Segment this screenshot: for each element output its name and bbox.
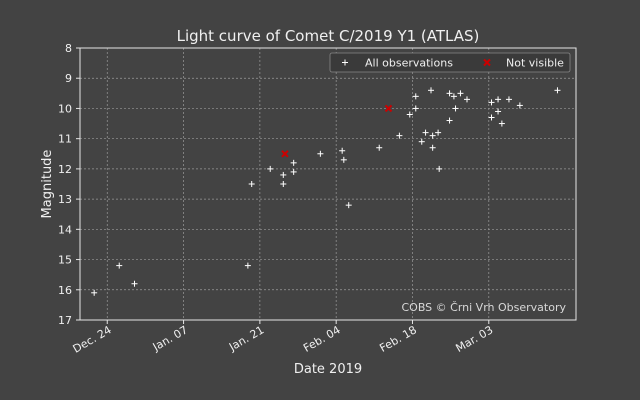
legend-label-not-visible: Not visible xyxy=(506,57,564,70)
observation-point xyxy=(450,93,457,100)
observation-point xyxy=(435,129,442,136)
data-points xyxy=(91,87,561,296)
y-tick-label: 8 xyxy=(65,42,72,55)
y-tick-label: 12 xyxy=(58,163,72,176)
observation-point xyxy=(428,87,435,94)
observation-point xyxy=(429,132,436,139)
observation-point xyxy=(554,87,561,94)
observation-point xyxy=(244,262,251,269)
y-tick-label: 13 xyxy=(58,193,72,206)
observation-point xyxy=(452,105,459,112)
observation-point xyxy=(248,181,255,187)
observation-point xyxy=(290,168,297,175)
y-tick-label: 14 xyxy=(58,223,72,236)
observation-point xyxy=(91,289,98,296)
y-tick-label: 16 xyxy=(58,284,72,297)
not-visible-point xyxy=(281,150,289,158)
legend: All observations Not visible xyxy=(329,52,571,73)
legend-marker-all-observations xyxy=(342,59,348,66)
x-axis-label: Date 2019 xyxy=(294,362,362,377)
observation-point xyxy=(488,114,495,121)
grid xyxy=(80,47,576,321)
observation-point xyxy=(412,93,419,100)
observation-point xyxy=(446,90,453,97)
y-tick-label: 9 xyxy=(65,72,72,85)
y-tick-label: 17 xyxy=(58,314,72,327)
observation-point xyxy=(457,90,464,97)
observation-point xyxy=(131,280,138,287)
observation-point xyxy=(267,165,274,172)
observation-point xyxy=(116,262,123,269)
legend-box xyxy=(329,52,571,73)
observation-point xyxy=(422,129,429,136)
observation-point xyxy=(418,138,425,145)
legend-cross-icon xyxy=(483,58,491,67)
observation-point xyxy=(340,156,347,163)
observation-point xyxy=(317,150,324,157)
observation-point xyxy=(290,159,297,166)
y-axis-label: Magnitude xyxy=(40,150,55,219)
legend-label-all-observations: All observations xyxy=(365,57,453,70)
observation-point xyxy=(436,165,443,172)
observation-point xyxy=(488,99,495,106)
legend-plus-icon xyxy=(342,59,348,66)
observation-point xyxy=(345,202,352,209)
copyright-annotation: COBS © Črni Vrh Observatory xyxy=(401,301,566,314)
observation-point xyxy=(516,102,523,109)
observation-point xyxy=(280,171,287,178)
observation-point xyxy=(498,120,505,127)
observation-point xyxy=(495,108,502,115)
y-tick-label: 11 xyxy=(58,133,72,146)
chart-title: Light curve of Comet C/2019 Y1 (ATLAS) xyxy=(177,27,480,45)
observation-point xyxy=(339,147,346,154)
plot-frame xyxy=(79,47,577,321)
y-tick-label: 10 xyxy=(58,102,72,115)
y-tick-label: 15 xyxy=(58,254,72,267)
observation-point xyxy=(412,105,419,112)
observation-point xyxy=(280,181,287,187)
observation-point xyxy=(463,96,470,103)
not-visible-point xyxy=(384,104,393,113)
observation-point xyxy=(406,111,413,118)
observation-point xyxy=(505,96,512,103)
observation-point xyxy=(495,96,502,103)
observation-point xyxy=(446,117,453,124)
observation-point xyxy=(376,144,383,151)
legend-marker-not-visible xyxy=(483,58,491,67)
observation-point xyxy=(429,144,436,151)
observation-point xyxy=(396,132,403,139)
